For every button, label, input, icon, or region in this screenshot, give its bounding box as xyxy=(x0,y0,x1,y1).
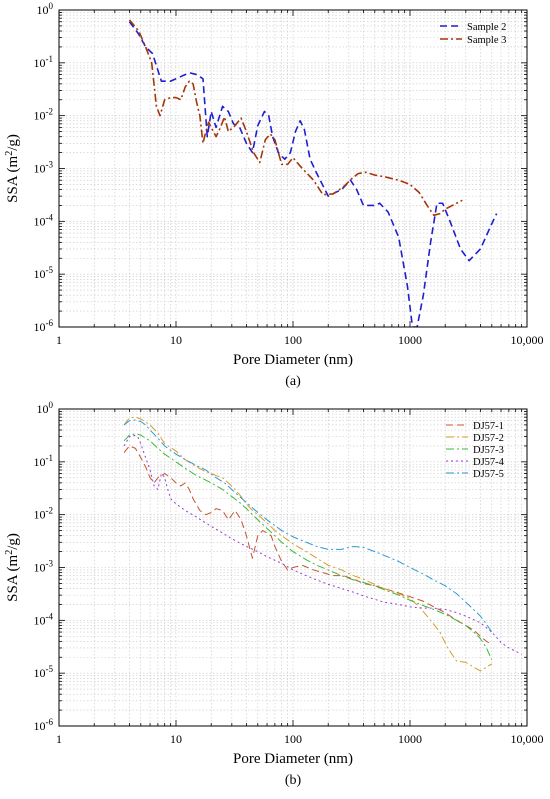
chart-b-grid xyxy=(59,409,527,726)
chart-b-x-tick-label: 1 xyxy=(56,732,62,746)
chart-a-grid xyxy=(59,10,527,327)
chart-a-series-1 xyxy=(128,21,498,327)
chart-b-legend-label-4: DJ57-4 xyxy=(473,457,505,468)
chart-b-x-tick-label: 10,000 xyxy=(511,732,544,746)
chart-b-y-axis-title: SSA (m2/g) xyxy=(4,533,21,602)
chart-b-x-tick-label: 100 xyxy=(284,732,302,746)
chart-a-y-tick-label: 100 xyxy=(37,1,54,17)
chart-a-legend-label-1: Sample 2 xyxy=(467,22,506,33)
chart-a-y-tick-label: 10-6 xyxy=(34,318,54,334)
chart-b-x-axis-title: Pore Diameter (nm) xyxy=(233,751,353,767)
chart-b-y-tick-label: 10-6 xyxy=(34,717,54,733)
chart-a-x-tick-label: 1 xyxy=(56,333,62,347)
chart-b-series-4 xyxy=(123,434,522,655)
chart-b-series-3 xyxy=(123,433,493,660)
chart-a-y-tick-label: 10-1 xyxy=(34,54,54,70)
chart-b-y-tick-label: 10-3 xyxy=(34,559,54,575)
chart-b-x-tick-label: 10 xyxy=(170,732,182,746)
chart-b-y-tick-label: 10-5 xyxy=(34,664,54,680)
chart-a-x-tick-label: 10,000 xyxy=(511,333,544,347)
chart-a-legend: Sample 2 Sample 3 xyxy=(440,22,506,46)
chart-b-legend-label-2: DJ57-2 xyxy=(473,433,504,444)
chart-b-legend-label-1: DJ57-1 xyxy=(473,421,504,432)
chart-a-y-axis-title: SSA (m2/g) xyxy=(4,134,21,203)
chart-b-series-1 xyxy=(123,445,493,645)
chart-panel-b: 1 10 100 1000 10,000 10-6 10-5 10-4 10-3 10-2 10-1… xyxy=(0,399,550,794)
chart-b-y-tick-label: 10-1 xyxy=(34,453,54,469)
chart-a-x-tick-label: 10 xyxy=(170,333,182,347)
chart-a-panel-label: (a) xyxy=(285,374,301,389)
chart-a-y-tick-label: 10-5 xyxy=(34,265,54,281)
chart-a-x-tick-label: 1000 xyxy=(398,333,422,347)
chart-a-y-tick-label: 10-3 xyxy=(34,160,54,176)
chart-b-legend-label-3: DJ57-3 xyxy=(473,445,504,456)
chart-a-svg: 1 10 100 1000 10,000 10-6 10-5 10-4 10-3 10-2 10-1… xyxy=(4,1,544,389)
chart-a-legend-label-2: Sample 3 xyxy=(467,35,506,46)
chart-b-legend-label-5: DJ57-5 xyxy=(473,469,504,480)
chart-a-frame xyxy=(58,9,528,328)
chart-b-series-5 xyxy=(123,419,493,633)
chart-panel-a: 1 10 100 1000 10,000 10-6 10-5 10-4 10-3 10-2 10-1… xyxy=(0,0,550,395)
chart-b-y-tick-label: 10-4 xyxy=(34,611,54,627)
chart-a-y-tick-label: 10-2 xyxy=(34,107,54,123)
chart-b-frame xyxy=(58,408,528,727)
chart-b-series-2 xyxy=(123,416,493,672)
chart-a-x-axis-title: Pore Diameter (nm) xyxy=(233,352,353,368)
chart-a-y-tick-label: 10-4 xyxy=(34,212,54,228)
chart-a-series-2 xyxy=(128,19,463,217)
chart-b-svg: 1 10 100 1000 10,000 10-6 10-5 10-4 10-3 10-2 10-1… xyxy=(4,400,544,788)
chart-a-x-tick-label: 100 xyxy=(284,333,302,347)
chart-b-y-tick-label: 10-2 xyxy=(34,506,54,522)
chart-b-x-tick-label: 1000 xyxy=(398,732,422,746)
chart-b-panel-label: (b) xyxy=(285,773,302,788)
chart-b-y-tick-label: 100 xyxy=(37,400,54,416)
